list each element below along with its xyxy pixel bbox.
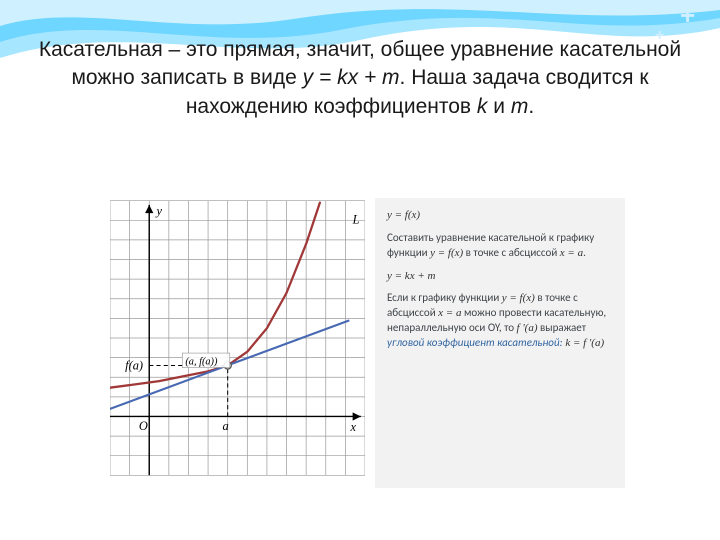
svg-text:L: L <box>352 212 360 226</box>
task-paragraph: Составить уравнение касатель­ной к графи… <box>387 231 615 261</box>
side-textbox: y = f(x) Составить уравнение касатель­но… <box>375 198 625 488</box>
content-row: Ox y a f(a) L (a, f(a)) y = f(x) Составить ур… <box>110 198 630 488</box>
svg-text:f(a): f(a) <box>125 359 143 373</box>
eq-y-fx: y = f(x) <box>387 209 420 221</box>
explain-paragraph: Если к графику функции y = f(x) в точке … <box>387 291 615 350</box>
tangent-chart: Ox y a f(a) L (a, f(a)) <box>110 198 365 478</box>
svg-text:a: a <box>223 419 229 433</box>
svg-text:+: + <box>680 0 695 30</box>
svg-text:O: O <box>139 419 148 433</box>
eq-y-kxm: y = kx + m <box>387 270 435 282</box>
slide-title: Касательная – это прямая, значит, общее … <box>30 36 690 121</box>
svg-text:(a, f(a)): (a, f(a)) <box>185 356 218 367</box>
chart-panel: Ox y a f(a) L (a, f(a)) <box>110 198 365 478</box>
svg-text:y: y <box>154 204 162 218</box>
svg-text:x: x <box>350 420 357 434</box>
